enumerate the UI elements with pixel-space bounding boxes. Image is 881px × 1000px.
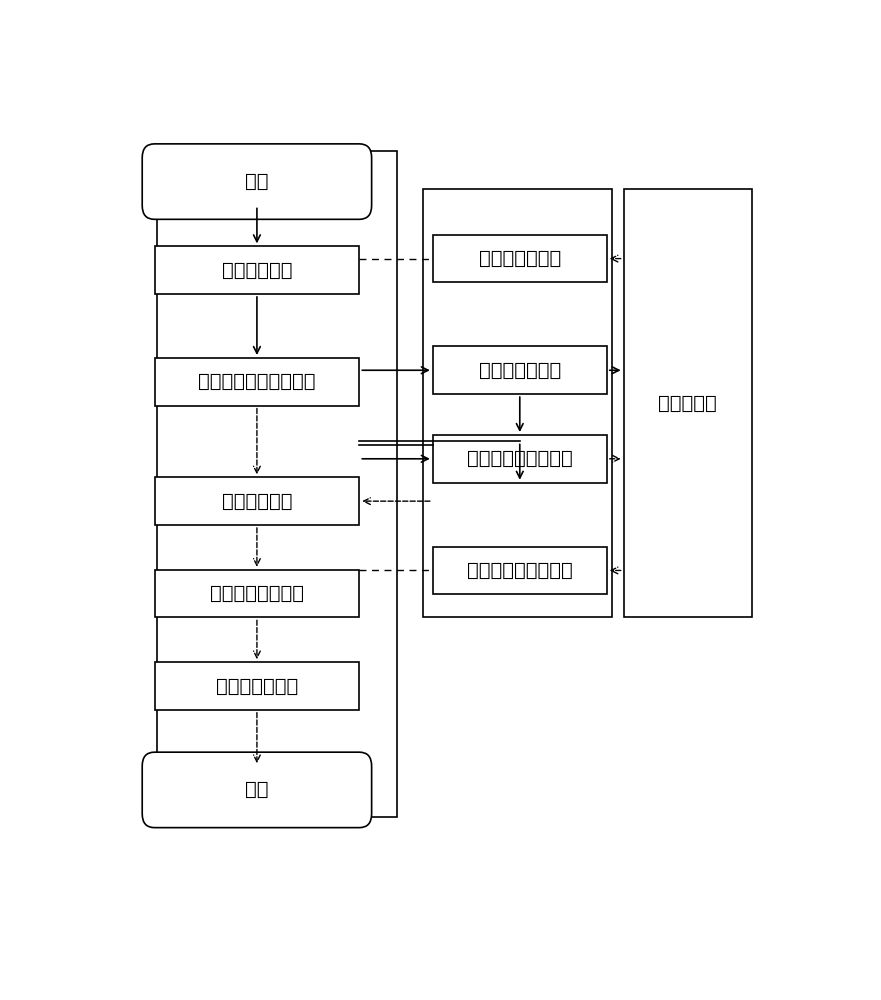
FancyBboxPatch shape [142, 752, 372, 828]
Text: 构建物理场的系数矩阵: 构建物理场的系数矩阵 [198, 372, 315, 391]
Text: 输入及初始化: 输入及初始化 [222, 261, 292, 280]
FancyBboxPatch shape [433, 235, 607, 282]
Text: 传递物理场求解结果: 传递物理场求解结果 [467, 561, 573, 580]
Text: 开始: 开始 [245, 172, 269, 191]
FancyBboxPatch shape [433, 435, 607, 483]
FancyBboxPatch shape [154, 246, 359, 294]
Text: 物理场的求解: 物理场的求解 [222, 492, 292, 511]
FancyBboxPatch shape [154, 570, 359, 617]
FancyBboxPatch shape [154, 477, 359, 525]
FancyBboxPatch shape [433, 547, 607, 594]
FancyBboxPatch shape [433, 346, 607, 394]
Text: 获取再启动数据: 获取再启动数据 [478, 249, 561, 268]
FancyBboxPatch shape [154, 662, 359, 710]
Text: 生成再启动数据: 生成再启动数据 [478, 361, 561, 380]
FancyBboxPatch shape [154, 358, 359, 406]
Text: 结果输出及评价: 结果输出及评价 [216, 676, 298, 695]
FancyBboxPatch shape [423, 189, 612, 617]
FancyBboxPatch shape [157, 151, 396, 817]
Text: 核心求解器: 核心求解器 [658, 393, 717, 412]
Text: 结束: 结束 [245, 780, 269, 799]
Text: 构建物理场残差方程: 构建物理场残差方程 [467, 449, 573, 468]
Text: 其他辅助功能计算: 其他辅助功能计算 [210, 584, 304, 603]
FancyBboxPatch shape [142, 144, 372, 219]
FancyBboxPatch shape [624, 189, 751, 617]
